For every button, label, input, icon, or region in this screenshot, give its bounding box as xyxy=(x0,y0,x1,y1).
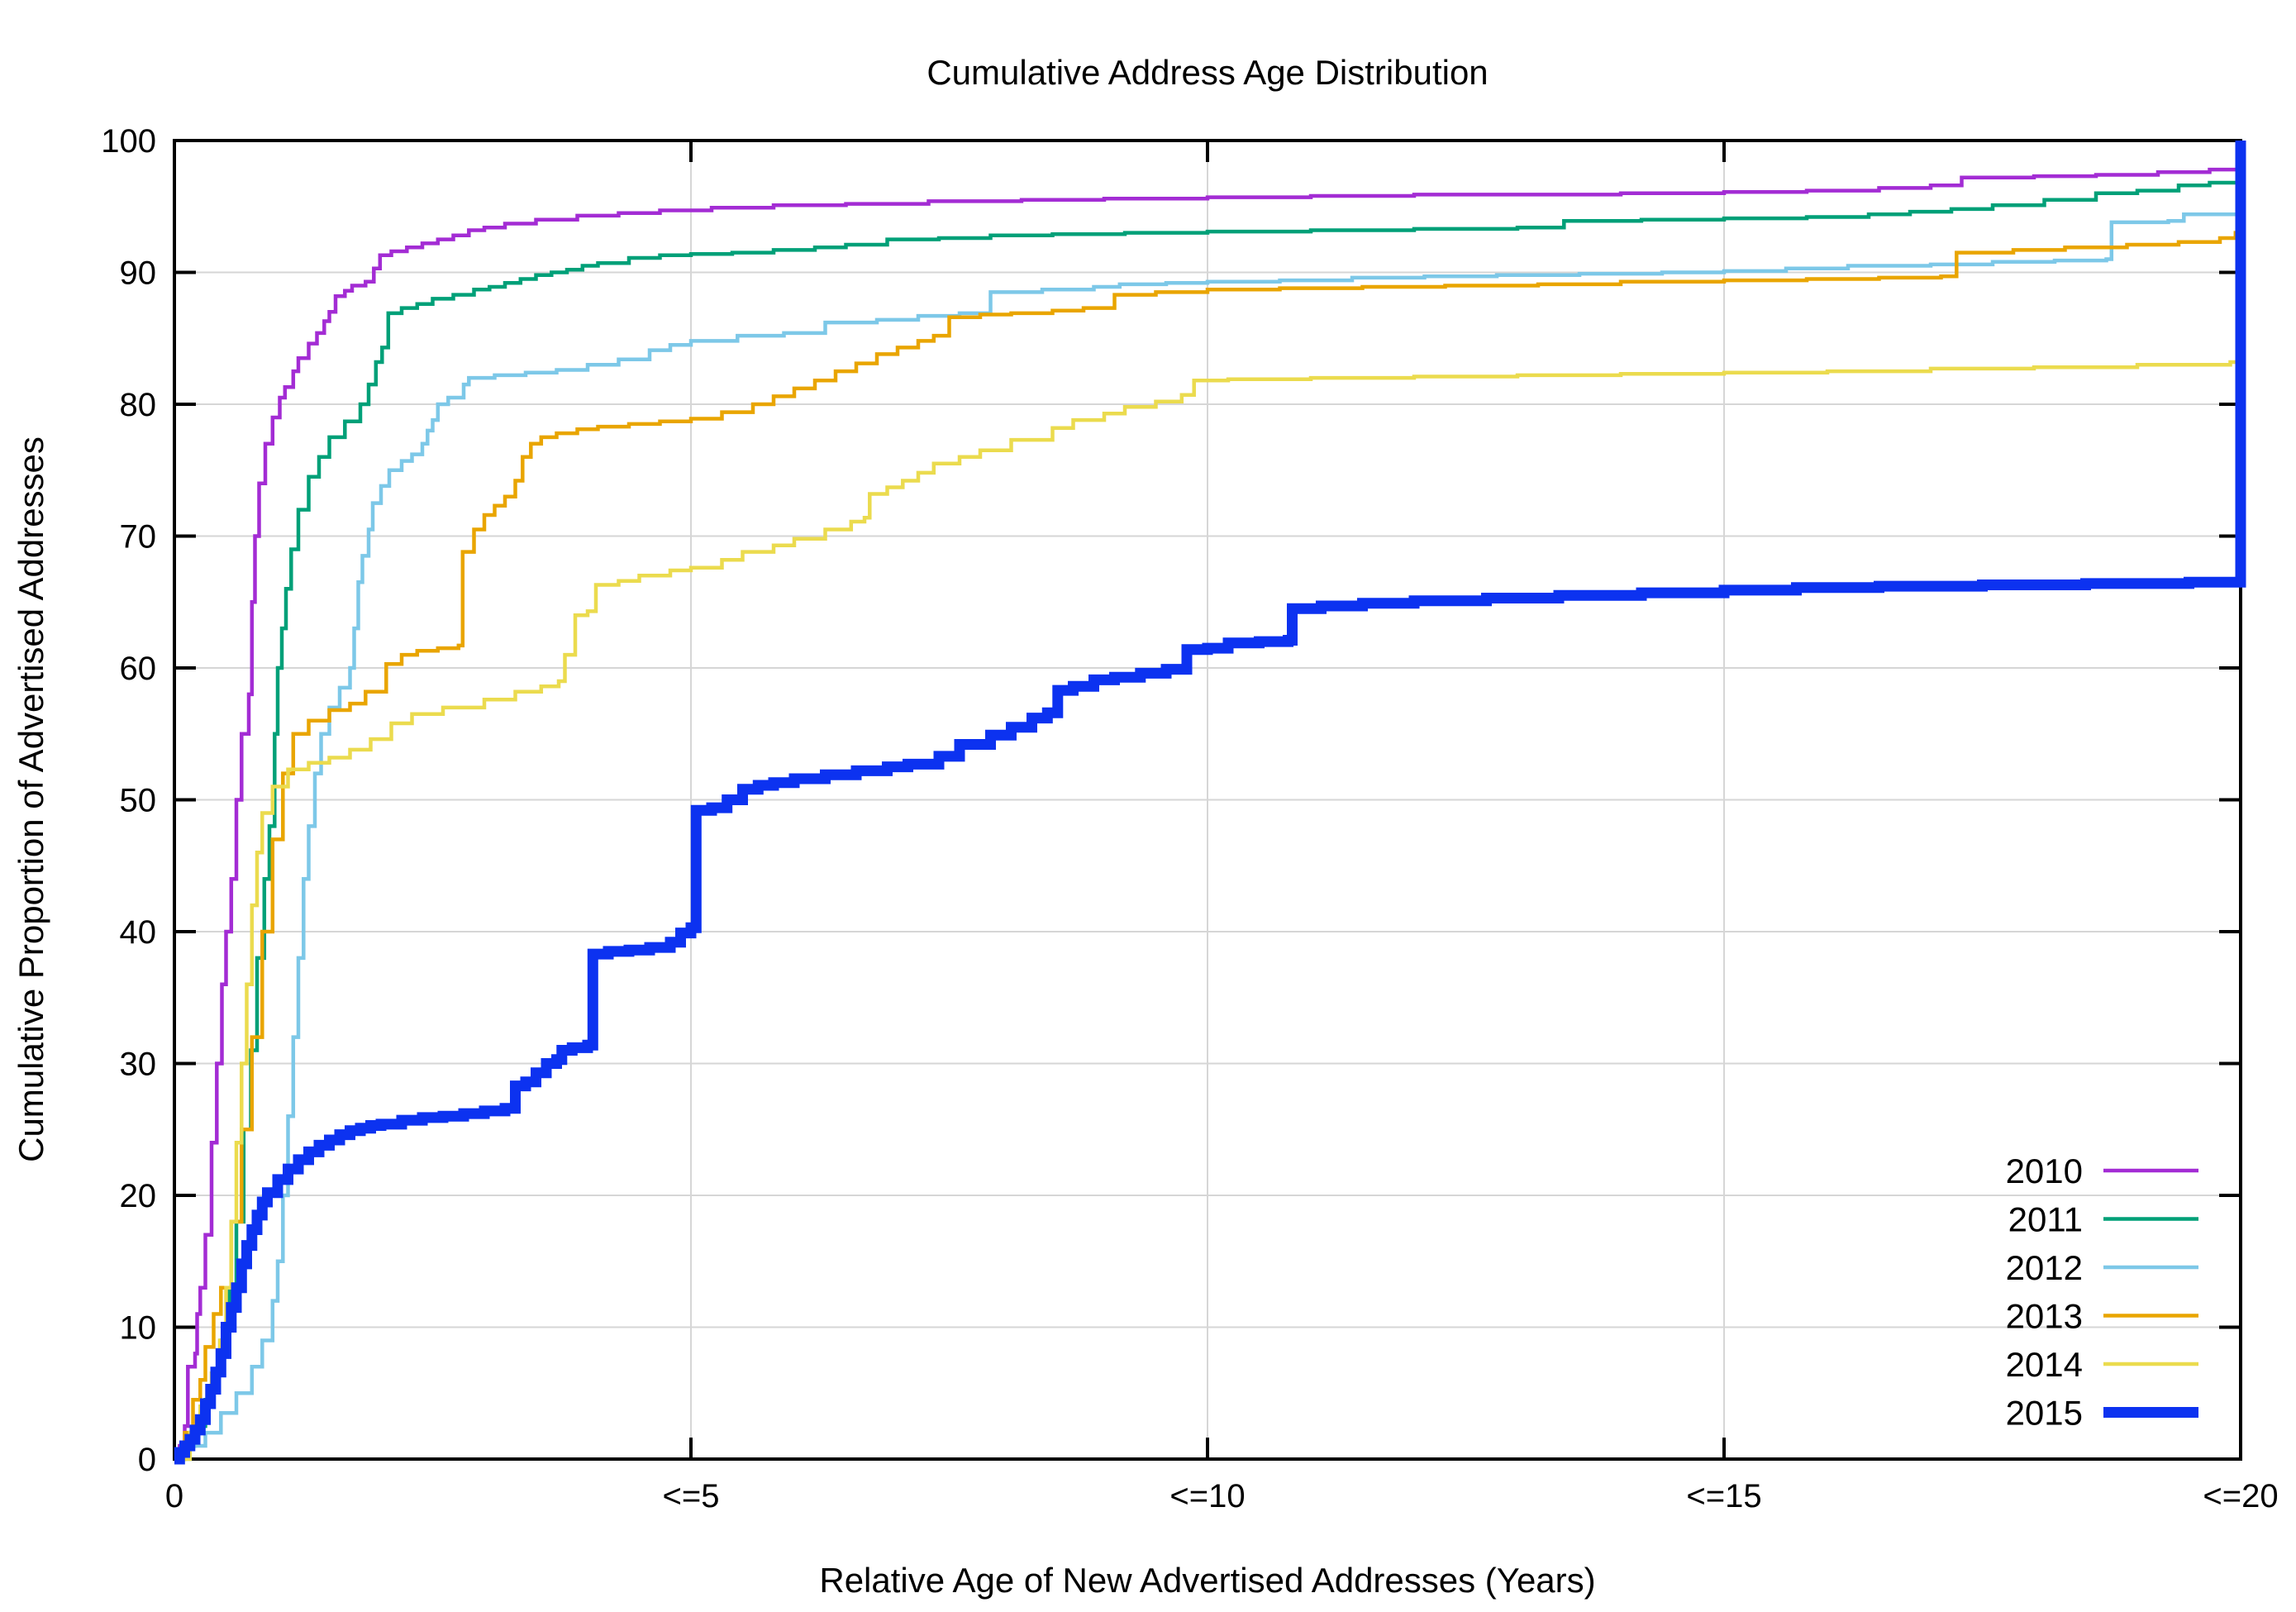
series-2012-line xyxy=(174,141,2243,1462)
legend-label-2011: 2011 xyxy=(2008,1200,2083,1239)
x-tick-label: <=10 xyxy=(1169,1478,1245,1514)
x-tick-label: <=5 xyxy=(663,1478,720,1514)
series-2010-line xyxy=(174,141,2243,1462)
tick-labels: 0 10 20 30 40 50 60 70 80 90 100 0 <=5 <=10 <=15 <=20 xyxy=(101,123,2278,1514)
legend: 2010 2011 2012 2013 2014 2015 xyxy=(2006,1152,2198,1433)
legend-label-2013: 2013 xyxy=(2006,1297,2083,1336)
x-tick-label: <=15 xyxy=(1686,1478,1761,1514)
y-tick-label: 90 xyxy=(120,255,157,292)
y-tick-label: 0 xyxy=(138,1442,156,1478)
x-tick-label: <=20 xyxy=(2203,1478,2278,1514)
legend-label-2012: 2012 xyxy=(2006,1248,2083,1287)
data-series xyxy=(174,141,2246,1465)
legend-label-2014: 2014 xyxy=(2006,1345,2083,1384)
gridlines xyxy=(174,141,2241,1459)
x-tick-label: 0 xyxy=(165,1478,183,1514)
y-tick-label: 20 xyxy=(120,1178,157,1214)
x-axis-label: Relative Age of New Advertised Addresses… xyxy=(819,1561,1595,1600)
y-tick-label: 40 xyxy=(120,914,157,951)
series-2014-line xyxy=(174,141,2243,1462)
legend-label-2010: 2010 xyxy=(2006,1152,2083,1190)
y-tick-label: 100 xyxy=(101,123,156,160)
y-tick-label: 50 xyxy=(120,783,157,819)
y-tick-label: 10 xyxy=(120,1310,157,1347)
y-tick-label: 80 xyxy=(120,387,157,423)
series-2011-line xyxy=(174,141,2243,1462)
y-axis-label: Cumulative Proportion of Advertised Addr… xyxy=(12,436,50,1162)
legend-label-2015: 2015 xyxy=(2006,1394,2083,1433)
y-tick-label: 60 xyxy=(120,651,157,687)
series-2015-line xyxy=(174,141,2246,1465)
y-tick-label: 70 xyxy=(120,519,157,556)
y-tick-label: 30 xyxy=(120,1047,157,1083)
chart-title: Cumulative Address Age Distribution xyxy=(926,53,1488,92)
